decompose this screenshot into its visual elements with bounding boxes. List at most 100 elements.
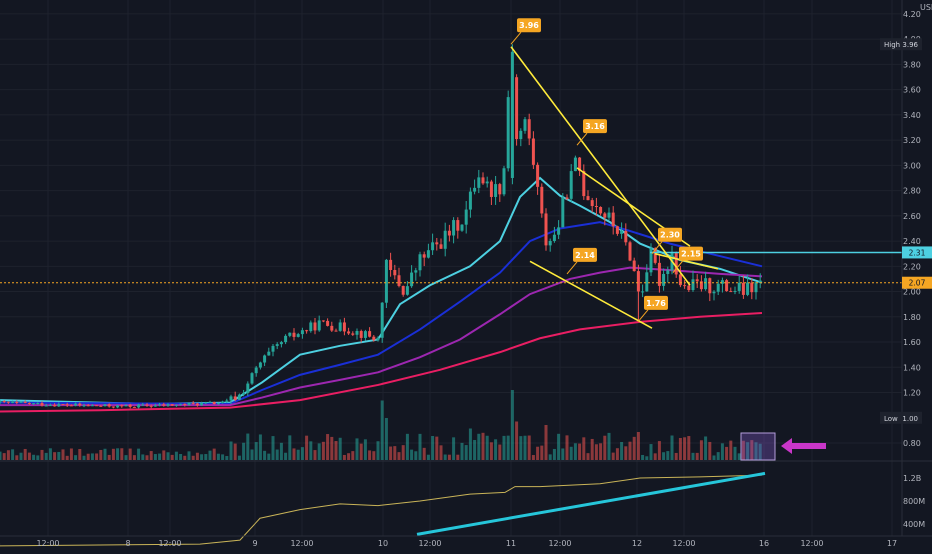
annotation-pointer xyxy=(651,241,663,255)
time-tick-label: 12:00 xyxy=(290,539,313,548)
candle-body xyxy=(338,322,342,331)
candle-body xyxy=(716,283,720,292)
volume-bar xyxy=(586,453,590,460)
obv-trendline xyxy=(416,471,766,536)
candle-body xyxy=(632,260,636,272)
candles xyxy=(0,44,762,409)
candle-body xyxy=(431,242,435,251)
candle-body xyxy=(708,278,712,294)
volume-bar xyxy=(716,452,720,460)
candle-body xyxy=(519,130,523,140)
candle-body xyxy=(32,403,36,405)
candle-body xyxy=(137,404,141,408)
volume-bar xyxy=(410,449,414,460)
volume-bar xyxy=(166,452,170,460)
volume-bar xyxy=(683,437,687,460)
candle-body xyxy=(590,200,594,206)
price-tick-label: 4.20 xyxy=(903,10,921,19)
volume-bar xyxy=(40,449,44,460)
annotation-box xyxy=(573,247,597,262)
candle-body xyxy=(687,285,691,291)
candle-body xyxy=(284,335,288,343)
candle-body xyxy=(15,402,19,404)
volume-bar xyxy=(594,444,598,460)
volume-bar xyxy=(288,435,292,460)
high-badge: High 3.96 xyxy=(880,38,922,51)
price-tick-label: 3.40 xyxy=(903,111,921,120)
high-badge-label: High xyxy=(884,41,900,49)
last-price-tag: 2.07 xyxy=(902,276,932,289)
volume-bar xyxy=(53,452,57,460)
candle-body xyxy=(540,186,544,214)
candle-body xyxy=(699,281,703,290)
volume-bar xyxy=(624,446,628,460)
candle-body xyxy=(704,278,708,290)
volume-bar xyxy=(334,441,338,460)
candle-body xyxy=(0,401,2,403)
volume-bar xyxy=(359,443,363,460)
volume-bar xyxy=(590,438,594,460)
volume-bar xyxy=(103,448,107,460)
candle-body xyxy=(292,332,296,337)
volume-bar xyxy=(384,418,388,460)
volume-bar xyxy=(363,439,367,460)
drawings[interactable] xyxy=(0,46,902,461)
volume-bar xyxy=(561,448,565,460)
candle-body xyxy=(620,230,624,234)
volume-bar xyxy=(418,433,422,460)
volume-bar xyxy=(615,448,619,460)
candle-body xyxy=(628,242,632,261)
low-badge-bg xyxy=(880,411,922,424)
volume-bar xyxy=(111,448,115,460)
candle-body xyxy=(611,212,615,227)
candle-body xyxy=(183,403,187,405)
candle-body xyxy=(279,342,283,345)
price-tick-label: 2.20 xyxy=(903,262,921,271)
highlight-box xyxy=(740,432,776,461)
price-tick-label: 2.60 xyxy=(903,212,921,221)
volume-bar xyxy=(573,443,577,460)
candle-body xyxy=(132,406,136,408)
volume-bar xyxy=(221,454,225,460)
candle-body xyxy=(111,406,115,408)
volume-bar xyxy=(611,452,615,460)
volume-bar xyxy=(212,448,216,460)
trendline xyxy=(529,260,653,329)
low-badge-value: 1.00 xyxy=(902,415,918,423)
candle-body xyxy=(720,280,724,284)
trendline xyxy=(510,46,691,286)
volume-bar xyxy=(57,451,61,460)
candle-body xyxy=(380,302,384,338)
time-tick-label: 12:00 xyxy=(672,539,695,548)
price-annotation: 2.30 xyxy=(651,227,682,255)
candle-body xyxy=(376,337,380,341)
volume-bar xyxy=(687,436,691,460)
candle-body xyxy=(481,177,485,184)
candle-body xyxy=(607,212,611,218)
candle-body xyxy=(254,367,258,374)
volume-bar xyxy=(632,436,636,460)
annotation-box xyxy=(583,119,607,134)
candle-body xyxy=(229,396,233,401)
candle-body xyxy=(107,404,111,407)
volume-bar xyxy=(61,449,65,460)
volume-bar xyxy=(99,449,103,460)
volume-bar xyxy=(279,442,283,460)
volume-bar xyxy=(678,437,682,460)
volume-bar xyxy=(708,441,712,460)
candle-body xyxy=(758,280,762,283)
candle-body xyxy=(447,230,451,236)
volume-bar xyxy=(607,432,611,460)
candle-body xyxy=(397,275,401,286)
volume-bar xyxy=(389,446,393,460)
volume-bar xyxy=(657,441,661,460)
volume-bar xyxy=(271,436,275,460)
annotation-box xyxy=(679,246,703,261)
candle-body xyxy=(746,282,750,295)
candle-body xyxy=(65,404,69,406)
volume-bar xyxy=(565,435,569,460)
candle-body xyxy=(342,322,346,332)
annotation-label: 2.30 xyxy=(660,231,680,240)
